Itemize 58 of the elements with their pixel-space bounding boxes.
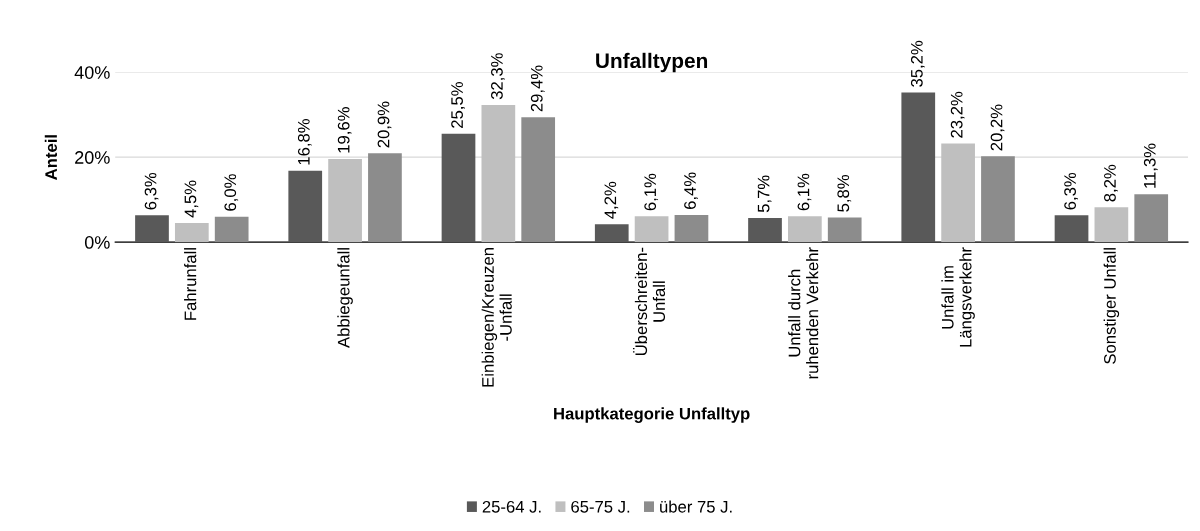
bar xyxy=(1094,207,1129,243)
bar xyxy=(368,153,402,243)
data-label: 11,3% xyxy=(1143,143,1158,188)
legend-label: 65-75 J. xyxy=(571,500,630,513)
y-tick-label: 0% xyxy=(84,236,110,249)
x-axis-title: Hauptkategorie Unfalltyp xyxy=(554,407,750,423)
bar xyxy=(1134,194,1169,243)
bar xyxy=(674,214,709,243)
x-tick-label: Unfall durch ruhenden Verkehr xyxy=(788,247,819,379)
data-label: 16,8% xyxy=(297,119,312,165)
bar xyxy=(481,104,516,243)
bar xyxy=(288,170,323,243)
data-label: 5,7% xyxy=(757,175,772,213)
data-label: 6,3% xyxy=(1064,172,1078,210)
data-label: 4,2% xyxy=(604,181,619,219)
bar xyxy=(214,216,249,243)
data-label: 6,1% xyxy=(797,173,812,211)
data-label: 6,3% xyxy=(144,172,159,210)
bar xyxy=(521,117,556,243)
bar xyxy=(901,92,936,243)
y-tick-label: 20% xyxy=(75,151,110,164)
data-label: 32,3% xyxy=(491,53,505,100)
bar xyxy=(827,217,862,243)
legend-label: über 75 J. xyxy=(660,500,732,513)
bar xyxy=(748,217,782,243)
bar xyxy=(1054,215,1089,243)
bar xyxy=(941,143,975,243)
bar xyxy=(135,215,169,243)
x-tick-label: Einbiegen/Kreuzen -Unfall xyxy=(481,248,512,387)
data-label: 8,2% xyxy=(1104,164,1118,202)
legend-label: 25-64 J. xyxy=(482,500,541,513)
bar xyxy=(981,156,1015,243)
data-label: 6,0% xyxy=(224,174,239,211)
data-label: 20,2% xyxy=(990,104,1005,151)
x-tick-label: Sonstiger Unfall xyxy=(1103,248,1120,364)
bar xyxy=(174,223,209,243)
data-label: 4,5% xyxy=(184,180,199,218)
data-label: 23,2% xyxy=(950,91,965,138)
bar xyxy=(788,216,822,243)
data-label: 6,1% xyxy=(644,173,659,211)
data-label: 19,6% xyxy=(337,107,352,153)
data-label: 20,9% xyxy=(377,101,392,148)
data-label: 35,2% xyxy=(910,40,925,87)
data-label: 25,5% xyxy=(451,82,465,128)
x-tick-label: Fahrunfall xyxy=(184,248,197,320)
x-tick-label: Überschreiten- Unfall xyxy=(632,247,666,355)
bar xyxy=(634,216,669,243)
data-label: 5,8% xyxy=(837,175,852,212)
chart-title: Unfalltypen xyxy=(596,52,708,73)
y-tick-label: 40% xyxy=(74,66,110,79)
x-tick-label: Unfall im Längsverkehr xyxy=(941,247,975,347)
bar xyxy=(328,158,362,243)
bar xyxy=(441,133,476,243)
data-label: 6,4% xyxy=(684,172,698,209)
y-axis-title: Anteil xyxy=(44,135,58,180)
bar xyxy=(594,224,629,243)
x-tick-label: Abbiegeunfall xyxy=(337,248,353,348)
data-label: 29,4% xyxy=(530,65,545,112)
